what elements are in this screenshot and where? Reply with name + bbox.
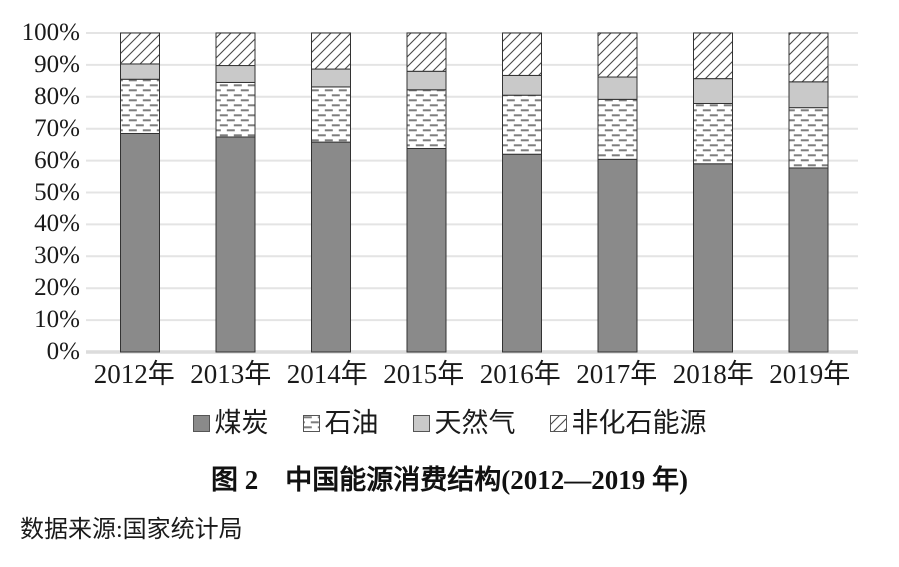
bar-segment-煤炭	[406, 147, 447, 353]
legend-swatch-icon	[192, 414, 210, 432]
bar-segment-石油	[215, 81, 256, 138]
bar-segment-非化石能源	[597, 32, 638, 78]
x-axis-tick: 2018年	[672, 359, 754, 389]
legend-item-石油: 石油	[302, 406, 379, 440]
bar-segment-天然气	[693, 78, 733, 104]
bar-2015年	[406, 32, 447, 353]
figure-caption: 图 2 中国能源消费结构(2012—2019 年)	[211, 465, 688, 495]
y-axis-tick: 80%	[34, 82, 80, 110]
legend-label: 天然气	[434, 408, 516, 438]
x-axis-tick: 2016年	[479, 359, 561, 389]
legend-swatch-icon	[549, 414, 567, 432]
bar-segment-非化石能源	[311, 32, 351, 70]
bar-segment-石油	[311, 86, 351, 143]
bar-segment-天然气	[120, 63, 160, 80]
bar-segment-非化石能源	[215, 32, 256, 67]
y-axis-tick: 20%	[34, 274, 80, 302]
bar-2018年	[693, 32, 733, 353]
bar-segment-天然气	[502, 74, 542, 96]
bar-segment-煤炭	[215, 136, 256, 353]
y-axis-tick: 50%	[34, 178, 80, 206]
bar-segment-石油	[120, 78, 160, 134]
x-axis: 2012年 2013年 2014年 2015年 2016年 2017年 2018年 2019年	[86, 357, 858, 391]
bar-2014年	[311, 32, 351, 353]
y-axis-tick: 70%	[34, 114, 80, 142]
bar-segment-天然气	[788, 81, 829, 109]
bar-segment-非化石能源	[502, 32, 542, 76]
legend-item-煤炭: 煤炭	[192, 406, 269, 440]
legend-label: 石油	[324, 408, 379, 438]
bar-segment-石油	[406, 89, 447, 149]
bar-segment-天然气	[215, 65, 256, 83]
bar-segment-非化石能源	[406, 32, 447, 72]
bar-2017年	[597, 32, 638, 353]
bar-segment-非化石能源	[693, 32, 733, 80]
x-axis-tick: 2015年	[383, 359, 465, 389]
stacked-bar-plot	[86, 32, 858, 354]
bar-segment-天然气	[406, 70, 447, 91]
y-axis-tick: 30%	[34, 242, 80, 270]
legend-swatch-icon	[302, 414, 320, 432]
y-axis: 100% 90% 80% 70% 60% 50% 40% 30% 20% 10% 0%	[0, 0, 80, 380]
y-axis-tick: 40%	[34, 210, 80, 238]
bar-segment-煤炭	[693, 163, 733, 353]
x-axis-tick: 2012年	[93, 359, 175, 389]
bar-segment-天然气	[311, 68, 351, 88]
legend-label: 煤炭	[214, 408, 269, 438]
bar-segment-煤炭	[502, 153, 542, 353]
bar-segment-煤炭	[311, 141, 351, 353]
bar-segment-非化石能源	[120, 32, 160, 65]
y-axis-tick: 60%	[34, 146, 80, 174]
chart-legend: 煤炭 石油 天然气 非化石能源	[0, 404, 899, 442]
bar-segment-石油	[597, 98, 638, 160]
x-axis-tick: 2017年	[576, 359, 658, 389]
bar-2013年	[215, 32, 256, 353]
bar-segment-石油	[693, 102, 733, 165]
y-axis-tick: 10%	[34, 306, 80, 334]
data-source-note: 数据来源:国家统计局	[20, 517, 243, 543]
x-axis-tick: 2014年	[286, 359, 368, 389]
legend-swatch-icon	[412, 414, 430, 432]
bar-segment-天然气	[597, 76, 638, 100]
bar-segment-石油	[502, 94, 542, 155]
bar-segment-煤炭	[120, 132, 160, 353]
bar-2016年	[502, 32, 542, 353]
legend-label: 非化石能源	[571, 408, 707, 438]
bar-segment-煤炭	[788, 167, 829, 353]
bar-segment-非化石能源	[788, 32, 829, 83]
y-axis-tick: 0%	[46, 338, 80, 365]
y-axis-tick: 100%	[21, 19, 80, 46]
legend-item-非化石能源: 非化石能源	[549, 406, 707, 440]
bar-segment-煤炭	[597, 158, 638, 353]
x-axis-tick: 2019年	[769, 359, 851, 389]
y-axis-tick: 90%	[34, 50, 80, 78]
bar-2012年	[120, 32, 160, 353]
legend-item-天然气: 天然气	[412, 406, 516, 440]
x-axis-tick: 2013年	[190, 359, 272, 389]
bar-2019年	[788, 32, 829, 353]
bar-segment-石油	[788, 107, 829, 169]
